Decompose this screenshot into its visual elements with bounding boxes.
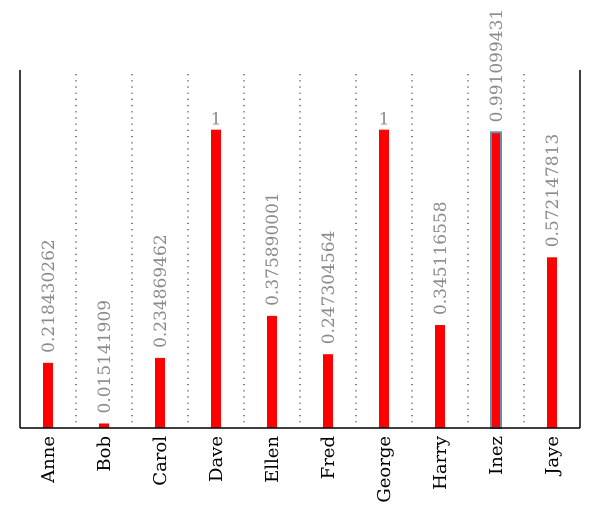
value-label-dave: 1 xyxy=(211,110,222,130)
axes xyxy=(19,70,581,429)
bars xyxy=(43,129,557,430)
bar-inez xyxy=(490,131,502,430)
bar-george xyxy=(379,129,389,428)
category-label-ellen: Ellen xyxy=(262,436,283,483)
category-label-jaye: Jaye xyxy=(542,436,563,477)
bar-harry xyxy=(435,325,445,428)
value-label-fred: 0.247304564 xyxy=(319,231,339,345)
bar-ellen xyxy=(267,315,277,428)
category-label-bob: Bob xyxy=(94,436,115,472)
category-label-carol: Carol xyxy=(150,436,171,486)
value-label-ellen: 0.375890001 xyxy=(263,192,283,306)
category-label-harry: Harry xyxy=(430,435,451,490)
value-label-jaye: 0.572147813 xyxy=(543,134,563,248)
value-label-anne: 0.218430262 xyxy=(39,239,59,353)
category-label-inez: Inez xyxy=(486,436,507,475)
category-label-anne: Anne xyxy=(38,436,59,484)
value-labels: 0.218430262 0.015141909 0.234869462 1 0.3758… xyxy=(39,9,563,414)
bar-bob xyxy=(99,423,109,428)
value-label-carol: 0.234869462 xyxy=(151,234,171,348)
bar-anne xyxy=(43,362,53,428)
bar-jaye xyxy=(547,257,557,428)
value-label-inez: 0.991099431 xyxy=(487,9,507,123)
category-labels: Anne Bob Carol Dave Ellen Fred George Harry Inez… xyxy=(38,435,563,502)
bar-carol xyxy=(155,357,165,428)
category-label-george: George xyxy=(374,436,395,503)
grid-lines xyxy=(75,74,525,428)
value-label-bob: 0.015141909 xyxy=(95,300,115,414)
bar-dave xyxy=(211,129,221,428)
bar-fred xyxy=(323,354,333,428)
category-label-dave: Dave xyxy=(206,436,227,482)
value-label-harry: 0.345116558 xyxy=(431,201,451,315)
category-label-fred: Fred xyxy=(318,436,339,479)
value-label-george: 1 xyxy=(379,110,390,130)
